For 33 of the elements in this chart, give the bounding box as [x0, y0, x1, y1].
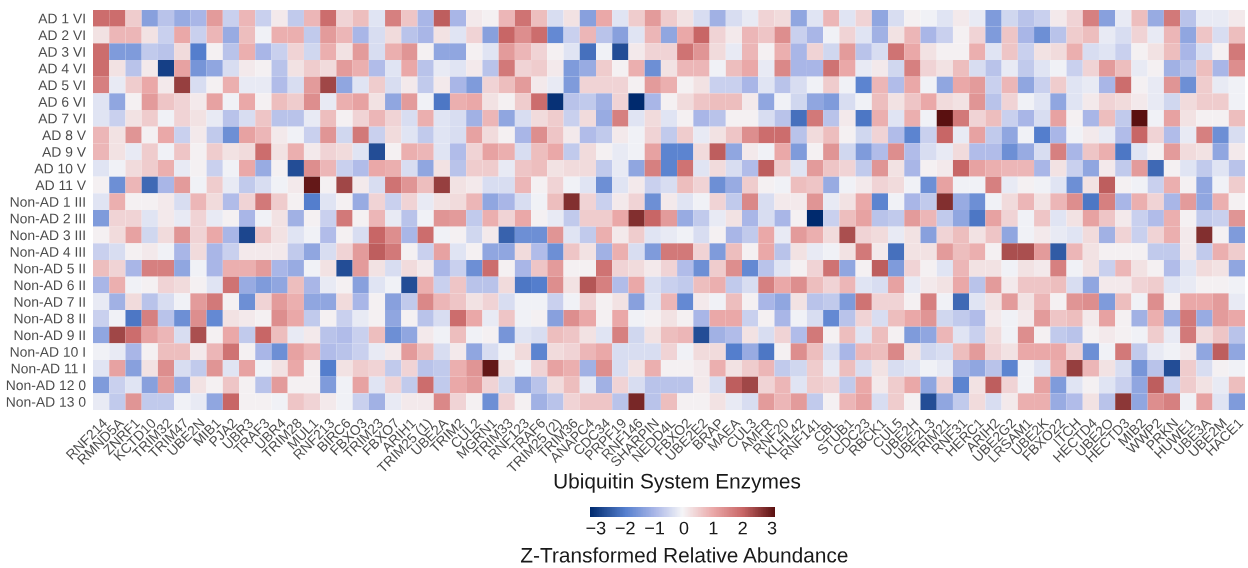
- x-axis-title: Ubiquitin System Enzymes: [554, 473, 801, 493]
- y-tick-label: AD 2 VI: [38, 30, 85, 41]
- y-tick-label: AD 9 V: [42, 147, 86, 157]
- y-tick-label: Non-AD 8 II: [14, 313, 85, 324]
- y-tick-label: Non-AD 2 III: [10, 213, 85, 224]
- color-bar-label: −1: [645, 521, 665, 535]
- color-bar-label: 1: [709, 521, 718, 535]
- y-tick-label: AD 5 VI: [38, 80, 85, 91]
- y-tick-label: AD 4 VI: [38, 63, 85, 74]
- y-tick-label: Non-AD 1 III: [10, 197, 85, 207]
- y-tick-label: Non-AD 9 II: [14, 330, 85, 341]
- color-bar-label: −2: [615, 521, 635, 535]
- color-bar-title: Z-Transformed Relative Abundance: [520, 547, 848, 563]
- y-tick-label: Non-AD 12 0: [6, 380, 86, 391]
- y-tick-label: AD 8 V: [42, 130, 86, 141]
- y-tick-label: AD 7 VI: [38, 113, 85, 124]
- y-tick-label: Non-AD 7 II: [14, 297, 85, 307]
- color-bar-label: −3: [586, 521, 606, 535]
- color-bar-label: 2: [738, 521, 747, 535]
- color-bar-label: 3: [767, 521, 777, 535]
- y-tick-label: AD 10 V: [34, 163, 86, 174]
- y-tick-label: Non-AD 6 II: [14, 280, 85, 291]
- y-tick-label: AD 3 VI: [38, 47, 85, 57]
- y-tick-label: AD 1 VI: [38, 13, 85, 24]
- y-tick-label: Non-AD 11 I: [11, 363, 85, 374]
- y-tick-label: Non-AD 3 III: [10, 230, 85, 241]
- color-bar-label: 0: [679, 521, 689, 535]
- y-tick-label: AD 6 VI: [38, 97, 85, 107]
- y-tick-label: Non-AD 13 0: [6, 397, 86, 407]
- y-tick-label: Non-AD 4 III: [10, 247, 85, 257]
- y-tick-label: Non-AD 10 I: [10, 347, 85, 357]
- y-tick-label: Non-AD 5 II: [14, 263, 85, 274]
- y-tick-label: AD 11 V: [35, 180, 86, 191]
